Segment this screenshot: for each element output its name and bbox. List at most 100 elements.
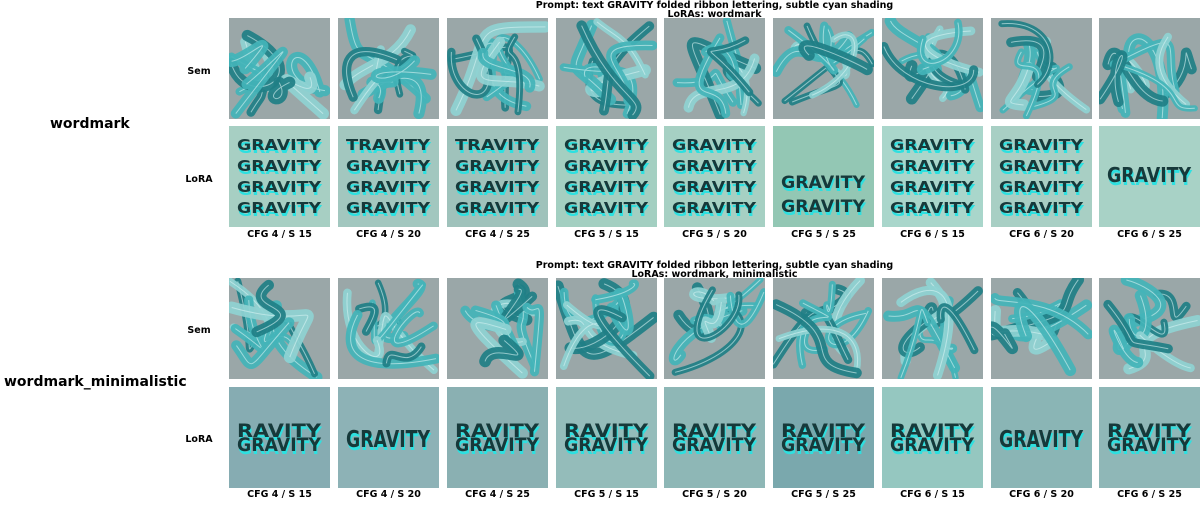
lora-image-tile: RAVITY RAVITY GRAVITY GRAVITY xyxy=(773,387,874,488)
lora-glyph-shadow: GRAVITY xyxy=(1108,437,1192,459)
sem-image-tile xyxy=(229,278,330,379)
cfg-step-caption: CFG 4 / S 15 xyxy=(247,229,312,240)
lora-glyph-shadow: GRAVITY xyxy=(673,202,758,220)
lora-image-tile: TRAVITY TRAVITY GRAVITY GRAVITY GRAVITY GRAVI… xyxy=(338,126,439,227)
lora-glyph-shadow: RAVITY xyxy=(456,423,540,445)
lora-glyph-shadow: GRAVITY xyxy=(238,437,322,459)
lora-glyph-text: GRAVITY xyxy=(237,136,322,154)
lora-image-tile: RAVITY RAVITY GRAVITY GRAVITY xyxy=(447,387,548,488)
sem-image-tile xyxy=(773,278,874,379)
lora-glyph-shadow: GRAVITY xyxy=(238,160,323,178)
cfg-step-caption: CFG 4 / S 15 xyxy=(247,489,312,500)
cfg-step-caption: CFG 4 / S 20 xyxy=(356,489,421,500)
lora-glyph-shadow: RAVITY xyxy=(565,423,649,445)
sem-image-tile xyxy=(556,18,657,119)
lora-image-tile: RAVITY RAVITY GRAVITY GRAVITY xyxy=(556,387,657,488)
lora-image-tile: RAVITY RAVITY GRAVITY GRAVITY xyxy=(1099,387,1200,488)
lora-glyph-text: GRAVITY xyxy=(455,434,539,456)
lora-glyph-text: GRAVITY xyxy=(237,434,321,456)
lora-glyph-shadow: GRAVITY xyxy=(456,202,541,220)
lora-glyph-shadow: GRAVITY xyxy=(1000,160,1085,178)
lora-glyph-shadow: GRAVITY xyxy=(347,202,432,220)
lora-glyph-text: GRAVITY xyxy=(781,173,866,193)
lora-glyph-text: GRAVITY xyxy=(237,199,322,217)
cfg-step-caption: CFG 5 / S 15 xyxy=(574,489,639,500)
lora-image-tile: GRAVITY GRAVITY xyxy=(338,387,439,488)
sem-image-tile xyxy=(1099,18,1200,119)
lora-image-tile: RAVITY RAVITY GRAVITY GRAVITY xyxy=(882,387,983,488)
lora-glyph-shadow: GRAVITY xyxy=(347,181,432,199)
lora-glyph-shadow: GRAVITY xyxy=(891,139,976,157)
lora-glyph-shadow: GRAVITY xyxy=(1000,202,1085,220)
lora-glyph-shadow: GRAVITY xyxy=(782,176,867,196)
lora-image-tile: TRAVITY TRAVITY GRAVITY GRAVITY GRAVITY GRAVI… xyxy=(447,126,548,227)
lora-glyph-shadow: RAVITY xyxy=(238,423,322,445)
lora-glyph-shadow: RAVITY xyxy=(782,423,866,445)
lora-glyph-shadow: GRAVITY xyxy=(238,202,323,220)
lora-glyph-text: GRAVITY xyxy=(455,178,540,196)
cfg-step-caption: CFG 6 / S 25 xyxy=(1117,489,1182,500)
lora-glyph-shadow: GRAVITY xyxy=(1108,166,1192,190)
lora-glyph-shadow: GRAVITY xyxy=(456,160,541,178)
cfg-step-caption: CFG 4 / S 20 xyxy=(356,229,421,240)
lora-glyph-shadow: TRAVITY xyxy=(456,139,541,157)
lora-glyph-shadow: GRAVITY xyxy=(1000,181,1085,199)
sem-image-tile xyxy=(556,278,657,379)
lora-glyph-shadow: GRAVITY xyxy=(891,437,975,459)
lora-glyph-text: RAVITY xyxy=(564,420,648,442)
lora-glyph-text: GRAVITY xyxy=(890,136,975,154)
row-label-lora: LoRA xyxy=(185,174,213,185)
lora-glyph-shadow: GRAVITY xyxy=(673,139,758,157)
lora-glyph-text: RAVITY xyxy=(672,420,756,442)
lora-glyph-text: GRAVITY xyxy=(564,136,649,154)
cfg-step-caption: CFG 5 / S 25 xyxy=(791,489,856,500)
lora-glyph-text: GRAVITY xyxy=(455,157,540,175)
lora-name-label: wordmark_minimalistic xyxy=(4,374,187,390)
sem-image-tile xyxy=(338,18,439,119)
lora-glyph-shadow: GRAVITY xyxy=(347,160,432,178)
lora-name-label: wordmark xyxy=(50,116,130,132)
sem-image-tile xyxy=(664,18,765,119)
loras-subtitle: LoRAs: wordmark xyxy=(667,9,762,20)
lora-glyph-shadow: GRAVITY xyxy=(456,181,541,199)
lora-glyph-text: GRAVITY xyxy=(346,427,430,453)
lora-glyph-shadow: GRAVITY xyxy=(891,181,976,199)
cfg-step-caption: CFG 6 / S 20 xyxy=(1009,229,1074,240)
lora-glyph-shadow: GRAVITY xyxy=(673,181,758,199)
lora-glyph-text: RAVITY xyxy=(237,420,321,442)
lora-glyph-text: GRAVITY xyxy=(564,199,649,217)
lora-glyph-text: RAVITY xyxy=(1107,420,1191,442)
lora-glyph-text: GRAVITY xyxy=(890,178,975,196)
lora-glyph-text: TRAVITY xyxy=(455,136,540,154)
lora-glyph-text: GRAVITY xyxy=(1107,163,1191,187)
lora-glyph-shadow: TRAVITY xyxy=(347,139,432,157)
lora-glyph-shadow: RAVITY xyxy=(891,423,975,445)
lora-image-tile: GRAVITY GRAVITY GRAVITY GRAVITY GRAVITY GRAVI… xyxy=(556,126,657,227)
lora-glyph-text: GRAVITY xyxy=(346,178,431,196)
lora-glyph-shadow: RAVITY xyxy=(1108,423,1192,445)
lora-glyph-text: GRAVITY xyxy=(237,157,322,175)
lora-glyph-shadow: GRAVITY xyxy=(1000,139,1085,157)
lora-image-tile: RAVITY RAVITY GRAVITY GRAVITY xyxy=(229,387,330,488)
lora-glyph-shadow: GRAVITY xyxy=(238,139,323,157)
lora-glyph-text: GRAVITY xyxy=(890,434,974,456)
cfg-step-caption: CFG 5 / S 20 xyxy=(682,489,747,500)
lora-glyph-shadow: GRAVITY xyxy=(565,181,650,199)
lora-glyph-shadow: GRAVITY xyxy=(565,139,650,157)
lora-glyph-shadow: GRAVITY xyxy=(565,437,649,459)
cfg-step-caption: CFG 6 / S 15 xyxy=(900,489,965,500)
lora-glyph-text: GRAVITY xyxy=(672,178,757,196)
lora-glyph-text: GRAVITY xyxy=(781,434,865,456)
lora-glyph-text: GRAVITY xyxy=(564,434,648,456)
lora-glyph-text: GRAVITY xyxy=(890,157,975,175)
cfg-step-caption: CFG 4 / S 25 xyxy=(465,229,530,240)
row-label-sem: Sem xyxy=(187,66,211,77)
lora-glyph-shadow: GRAVITY xyxy=(238,181,323,199)
lora-image-tile: GRAVITY GRAVITY xyxy=(1099,126,1200,227)
lora-glyph-text: GRAVITY xyxy=(346,199,431,217)
lora-glyph-text: GRAVITY xyxy=(564,178,649,196)
lora-glyph-shadow: GRAVITY xyxy=(782,437,866,459)
prompt-title: Prompt: text GRAVITY folded ribbon lette… xyxy=(535,260,894,271)
sem-image-tile xyxy=(1099,278,1200,379)
cfg-step-caption: CFG 5 / S 20 xyxy=(682,229,747,240)
